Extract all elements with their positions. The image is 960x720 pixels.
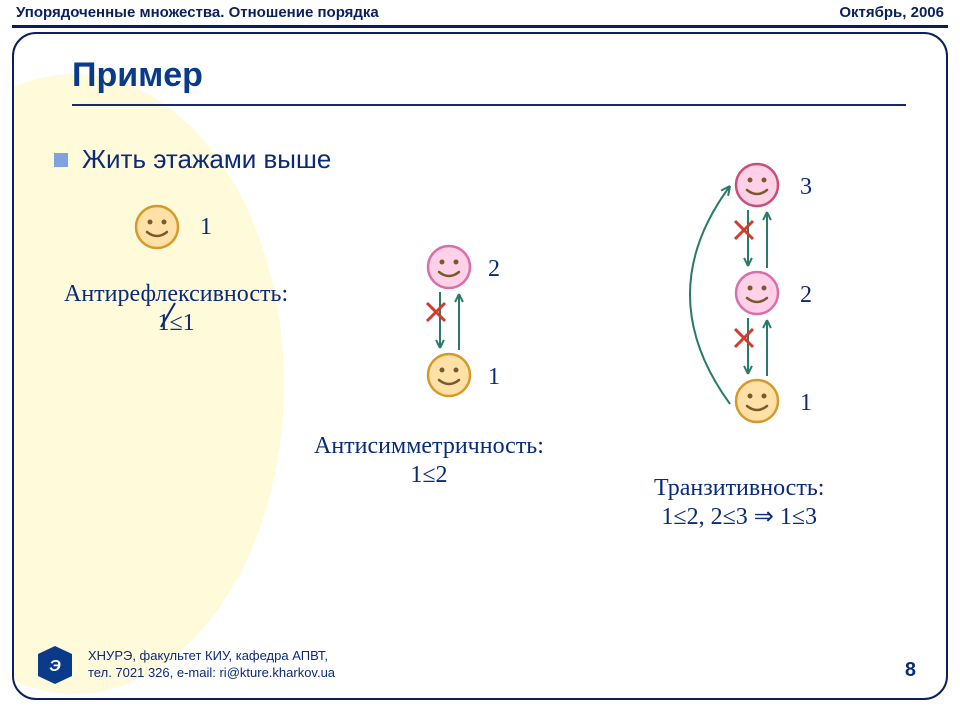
g2-caption: Антисимметричность: 1≤2: [314, 432, 544, 490]
footer-text: ХНУРЭ, факультет КИУ, кафедра АПВТ, тел.…: [88, 648, 335, 682]
smiley-g2-bot: [426, 352, 472, 398]
bullet-row: Жить этажами выше: [54, 144, 331, 175]
g3-label-1: 1: [800, 390, 812, 417]
g2-label-1: 1: [488, 364, 500, 391]
bullet-text: Жить этажами выше: [82, 144, 331, 175]
g2-cross-icon: [424, 300, 448, 324]
g2-label-2: 2: [488, 256, 500, 283]
g1-slash-icon: [158, 300, 178, 330]
g3-arrow-up2: [759, 204, 775, 276]
smiley-g3-bot: [734, 378, 780, 424]
title-underline: [72, 104, 906, 106]
smiley-g1: [134, 204, 180, 250]
header-right: Октябрь, 2006: [839, 4, 944, 21]
footer-line1: ХНУРЭ, факультет КИУ, кафедра АПВТ,: [88, 648, 335, 665]
header-left: Упорядоченные множества. Отношение поряд…: [16, 4, 379, 21]
main-frame: Пример Жить этажами выше 1 Антирефлексив…: [12, 32, 948, 700]
bullet-square-icon: [54, 153, 68, 167]
g2-caption-l2: 1≤2: [410, 462, 447, 488]
g1-label-1: 1: [200, 214, 212, 241]
svg-text:Э: Э: [49, 658, 61, 675]
g3-label-2: 2: [800, 282, 812, 309]
header-line: [12, 25, 948, 28]
footer-logo-icon: Э: [34, 644, 76, 686]
footer-line2: тел. 7021 326, e-mail: ri@kture.kharkov.…: [88, 665, 335, 682]
g3-curve-arrow: [640, 176, 740, 414]
g2-arrow-up: [451, 286, 467, 358]
g3-label-3: 3: [800, 174, 812, 201]
g3-caption-l1: Транзитивность:: [654, 475, 824, 501]
g3-caption-l2: 1≤2, 2≤3 ⇒ 1≤3: [661, 504, 817, 530]
g2-caption-l1: Антисимметричность:: [314, 433, 544, 459]
header-bar: Упорядоченные множества. Отношение поряд…: [0, 0, 960, 25]
g3-arrow-up1: [759, 312, 775, 384]
page-number: 8: [905, 659, 916, 682]
slide-title: Пример: [72, 56, 203, 95]
g3-caption: Транзитивность: 1≤2, 2≤3 ⇒ 1≤3: [654, 474, 824, 532]
footer: Э ХНУРЭ, факультет КИУ, кафедра АПВТ, те…: [34, 644, 335, 686]
